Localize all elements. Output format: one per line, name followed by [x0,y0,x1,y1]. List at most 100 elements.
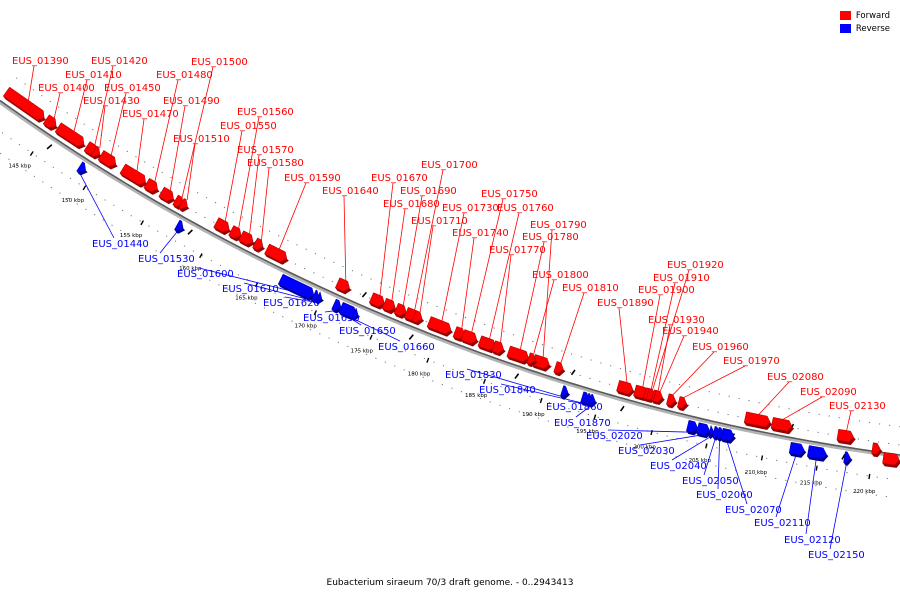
gene-label: EUS_01760 [497,203,554,214]
gene-label: EUS_01420 [91,56,148,67]
gene-labels: EUS_01390 EUS_01400 EUS_01410 EUS_01420 EUS_… [12,56,886,561]
gene-body [588,393,596,406]
gene-label: EUS_01800 [532,270,589,281]
leader-line [402,195,423,306]
leader-line [169,105,186,191]
gene-EUS_02080 [743,411,773,430]
leader-line [642,294,661,387]
gene-body [238,230,254,245]
gene-label: EUS_01650 [339,326,396,337]
gene-body [411,310,423,323]
legend-forward: Forward [839,9,890,22]
gene-body [90,145,101,157]
legend-reverse: Reverse [839,22,890,35]
gene-body [806,445,827,460]
gene-label: EUS_01940 [662,326,719,337]
leader-line [672,351,715,395]
gene-body [331,298,342,311]
gene-EUS_01770 [491,340,506,357]
leader-line [238,116,260,229]
leader-line [471,198,504,333]
gene-EUS_01470 [119,163,148,188]
leader-line [500,383,585,404]
gene-depth [213,227,232,236]
gene-EUS_02150 [843,451,853,466]
gene-body [178,198,188,210]
label-leader-lines [28,65,852,550]
gene-label: EUS_01960 [692,342,749,353]
gene-depth [666,401,678,409]
gene-label: EUS_01610 [222,284,279,295]
gene-label: EUS_02030 [618,446,675,457]
gene-body [843,451,851,464]
gene-label: EUS_01810 [562,283,619,294]
gene-depth [351,314,361,322]
gene-body [76,161,86,173]
gene-body [393,302,407,317]
leader-line [224,130,243,222]
gene-EUS_01660 [351,307,361,322]
gene-label: EUS_01390 [12,56,69,67]
tick-mark [426,357,430,363]
gene-label: EUS_02130 [829,401,886,412]
map-caption: Eubacterium siraeum 70/3 draft genome. -… [326,578,574,588]
gene-label: EUS_01590 [284,173,341,184]
leader-line [575,405,592,418]
gene-label: EUS_01440 [92,239,149,250]
gene-depth [686,428,700,436]
gene-body [491,340,504,354]
gene-body [368,292,385,307]
gene-body [686,419,699,433]
gene-label: EUS_02040 [650,461,707,472]
leader-line [805,457,817,535]
gene-body [426,316,452,334]
gene-body [460,329,478,344]
leader-line [441,212,465,321]
tick-mark [29,151,34,157]
gene-label: EUS_01910 [653,273,710,284]
gene-body [666,393,676,406]
gene-body [277,273,315,299]
leader-line [353,318,401,342]
gene-EUS_02110 [788,441,807,458]
gene-EUS_01580 [252,237,265,253]
gene-depth [871,449,883,458]
gene-label: EUS_01510 [173,134,230,145]
gene-depth [264,253,289,265]
gene-EUS_01430 [90,145,102,160]
gene-label: EUS_01450 [104,83,161,94]
leader-line [243,282,315,302]
gene-body [54,122,85,147]
gene-depth [252,246,265,253]
gene-depth [677,403,689,412]
leader-line [159,231,178,254]
gene-label: EUS_01770 [489,245,546,256]
forward-swatch [839,11,851,20]
gene-label: EUS_01890 [597,298,654,309]
gene-body [42,114,57,129]
gene-depth [843,457,853,466]
gene-label: EUS_01700 [421,160,478,171]
gene-EUS_01830 [560,385,571,400]
gene-stub [46,144,53,150]
gene-features [2,86,900,468]
gene-stub [570,369,576,376]
gene-body [264,243,288,263]
gene-EUS_01570 [238,230,256,248]
gene-label: EUS_01470 [122,109,179,120]
leader-line [846,410,852,431]
gene-EUS_02090 [770,417,795,435]
gene-edge-2 [882,452,900,468]
gene-label: EUS_01480 [156,70,213,81]
gene-label: EUS_01680 [383,199,440,210]
gene-body [696,422,711,436]
gene-depth [158,196,176,205]
leader-line [53,92,61,119]
gene-EUS_01970 [677,396,689,412]
gene-label: EUS_01500 [191,57,248,68]
tick-label: 175 kbp [351,348,374,354]
leader-line [758,381,790,415]
gene-label: EUS_02070 [725,505,782,516]
leader-line [343,195,347,281]
